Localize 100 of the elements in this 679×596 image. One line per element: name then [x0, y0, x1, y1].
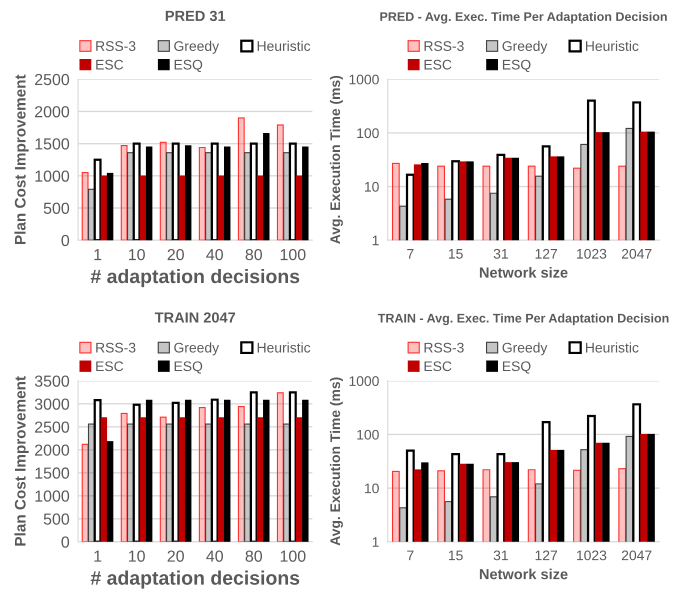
bar: [106, 172, 114, 240]
x-tick-label: 40: [206, 248, 223, 260]
bar: [178, 175, 186, 240]
legend-label: Heuristic: [586, 342, 639, 353]
x-tick-label: 7: [407, 550, 414, 560]
x-tick-label: 2047: [622, 248, 652, 259]
x-axis-title: # adaptation decisions: [90, 268, 300, 288]
x-tick-label: 7: [407, 249, 414, 259]
x-tick-label: 40: [206, 550, 223, 562]
legend-label: ESQ: [174, 60, 202, 72]
y-tick-label: 3000: [34, 398, 70, 410]
bar: [276, 124, 284, 240]
x-tick-label: 31: [494, 550, 508, 560]
chart-title: TRAIN - Avg. Exec. Time Per Adaptation Decision: [378, 313, 668, 326]
y-tick-label: 1500: [35, 138, 70, 150]
bar: [120, 412, 128, 542]
x-tick-label: 127: [536, 248, 558, 259]
y-axis-title: Plan Cost Improvement: [14, 74, 29, 244]
bar: [184, 145, 192, 240]
legend-label: Greedy: [502, 342, 548, 356]
y-axis-title: Avg. Execution Time (ms): [330, 377, 343, 546]
bar: [140, 175, 146, 240]
chart-title: PRED 31: [166, 10, 226, 22]
bar: [296, 417, 302, 542]
bar: [132, 142, 141, 240]
bar: [276, 392, 284, 542]
x-tick-label: 1: [94, 249, 102, 260]
x-axis-title: Network size: [480, 568, 568, 580]
bar: [100, 417, 108, 542]
bar: [82, 172, 89, 240]
bar: [288, 142, 297, 240]
bar: [172, 142, 180, 240]
legend-label: ESQ: [502, 361, 530, 374]
bar: [184, 400, 192, 542]
bar: [302, 146, 309, 240]
y-tick-label: 3500: [34, 375, 70, 387]
x-tick-label: 1: [94, 550, 102, 562]
y-tick-label: 1: [372, 537, 379, 547]
legend-label: RSS-3: [96, 342, 136, 353]
legend-label: Heuristic: [586, 40, 639, 51]
y-tick-label: 0: [61, 234, 70, 246]
y-tick-label: 1500: [35, 467, 70, 479]
bar: [94, 399, 102, 542]
y-tick-label: 100: [357, 128, 379, 138]
chart-title: TRAIN 2047: [154, 312, 236, 323]
bar: [256, 175, 264, 240]
bar: [210, 398, 219, 542]
y-tick-label: 1000: [35, 170, 70, 182]
y-tick-label: 2500: [35, 421, 70, 433]
x-tick-label: 1023: [577, 248, 606, 259]
x-tick-label: 1023: [577, 550, 606, 560]
x-tick-label: 10: [128, 248, 145, 260]
bar: [263, 132, 270, 240]
y-tick-label: 0: [61, 536, 70, 548]
x-tick-label: 20: [168, 550, 184, 562]
y-tick-label: 100: [357, 430, 379, 440]
bar: [263, 400, 270, 542]
legend-label: ESQ: [174, 361, 202, 374]
y-tick-label: 2000: [35, 444, 70, 456]
y-tick-label: 2000: [35, 106, 70, 118]
y-tick-label: 1: [372, 236, 379, 246]
legend-label: ESC: [96, 60, 124, 70]
bar: [218, 175, 224, 240]
bar: [224, 400, 230, 542]
bar: [146, 146, 152, 240]
y-tick-label: 1000: [350, 376, 379, 386]
legend-label: ESC: [96, 361, 124, 372]
x-tick-label: 80: [246, 550, 262, 562]
legend-label: Greedy: [174, 342, 220, 356]
x-tick-label: 100: [280, 248, 306, 260]
bar: [120, 145, 128, 240]
legend-label: Heuristic: [258, 342, 310, 353]
bar: [140, 417, 146, 542]
y-tick-label: 500: [44, 202, 70, 214]
bar: [218, 417, 224, 542]
y-tick-label: 500: [44, 513, 70, 525]
legend-label: ESC: [424, 361, 452, 372]
bar: [250, 142, 258, 240]
bar: [178, 417, 186, 542]
legend-label: Greedy: [502, 40, 548, 54]
bar: [296, 175, 302, 240]
x-tick-label: 100: [280, 550, 306, 562]
bar: [302, 400, 309, 542]
bar: [224, 146, 230, 240]
y-axis-title: Avg. Execution Time (ms): [330, 76, 343, 244]
x-axis-title: Network size: [480, 267, 568, 278]
x-tick-label: 127: [536, 550, 558, 560]
y-tick-label: 2500: [35, 74, 70, 86]
bar: [106, 441, 114, 542]
legend-label: Greedy: [174, 40, 220, 54]
bar: [94, 158, 102, 240]
legend-label: ESC: [424, 60, 452, 70]
x-tick-label: 15: [448, 550, 463, 560]
x-tick-label: 20: [168, 248, 184, 260]
x-tick-label: 31: [494, 248, 508, 259]
legend-label: RSS-3: [424, 342, 464, 353]
bar: [250, 391, 258, 542]
legend-label: Heuristic: [258, 40, 310, 51]
bar: [288, 391, 297, 542]
y-tick-label: 1000: [350, 74, 379, 84]
